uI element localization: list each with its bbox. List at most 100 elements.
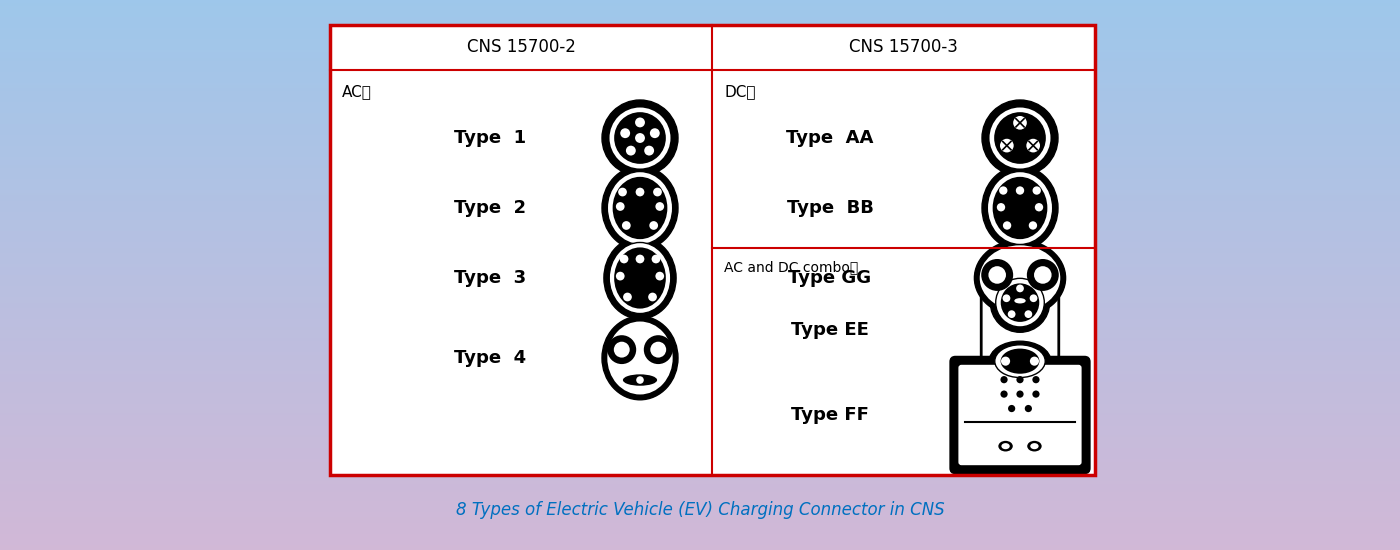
FancyBboxPatch shape: [959, 365, 1082, 465]
Bar: [0, 314, 1400, 316]
Bar: [0, 330, 1400, 333]
Circle shape: [1032, 390, 1040, 398]
Bar: [0, 338, 1400, 341]
Bar: [0, 118, 1400, 121]
Bar: [0, 39, 1400, 41]
Bar: [0, 270, 1400, 272]
Circle shape: [648, 293, 657, 301]
Ellipse shape: [1007, 295, 1033, 306]
Bar: [0, 278, 1400, 280]
Bar: [0, 190, 1400, 192]
Ellipse shape: [602, 316, 678, 400]
Circle shape: [644, 146, 654, 156]
Bar: [0, 333, 1400, 336]
Circle shape: [1026, 139, 1040, 152]
Bar: [0, 33, 1400, 36]
Circle shape: [613, 342, 630, 358]
Ellipse shape: [613, 177, 668, 239]
Bar: [0, 520, 1400, 522]
Bar: [0, 470, 1400, 473]
Circle shape: [1025, 405, 1032, 412]
Text: Type  BB: Type BB: [787, 199, 874, 217]
Circle shape: [636, 255, 644, 263]
Bar: [0, 440, 1400, 443]
Bar: [0, 437, 1400, 440]
Text: Type  1: Type 1: [454, 129, 526, 147]
Circle shape: [650, 128, 659, 138]
Bar: [0, 113, 1400, 116]
Circle shape: [620, 128, 630, 138]
Bar: [0, 72, 1400, 74]
Bar: [0, 429, 1400, 432]
Circle shape: [644, 335, 672, 364]
Bar: [0, 192, 1400, 195]
Bar: [0, 140, 1400, 143]
Bar: [0, 160, 1400, 162]
Circle shape: [1001, 390, 1008, 398]
Bar: [0, 195, 1400, 198]
Text: Type EE: Type EE: [791, 321, 869, 339]
Ellipse shape: [1030, 443, 1039, 449]
Bar: [0, 41, 1400, 44]
Bar: [0, 539, 1400, 542]
Bar: [0, 506, 1400, 509]
Text: CNS 15700-2: CNS 15700-2: [466, 39, 575, 57]
Ellipse shape: [609, 243, 671, 314]
Ellipse shape: [987, 172, 1053, 245]
Circle shape: [988, 266, 1007, 284]
Bar: [0, 451, 1400, 454]
Bar: [0, 16, 1400, 19]
Bar: [0, 253, 1400, 256]
Circle shape: [622, 221, 630, 230]
Bar: [0, 44, 1400, 47]
Bar: [0, 415, 1400, 418]
Bar: [0, 223, 1400, 226]
Bar: [0, 454, 1400, 456]
Ellipse shape: [981, 166, 1058, 250]
Bar: [0, 99, 1400, 102]
Text: AC and DC combo：: AC and DC combo：: [724, 260, 858, 274]
Bar: [0, 206, 1400, 209]
Bar: [0, 492, 1400, 495]
Bar: [0, 121, 1400, 124]
Bar: [0, 385, 1400, 388]
Circle shape: [654, 188, 662, 196]
Bar: [0, 421, 1400, 424]
Circle shape: [1029, 294, 1037, 302]
Bar: [0, 412, 1400, 415]
Bar: [0, 371, 1400, 374]
Circle shape: [990, 273, 1050, 332]
Bar: [0, 184, 1400, 187]
Circle shape: [981, 259, 1014, 291]
Bar: [0, 368, 1400, 371]
Bar: [0, 264, 1400, 267]
Bar: [0, 85, 1400, 88]
Circle shape: [650, 221, 658, 230]
Bar: [0, 168, 1400, 170]
Bar: [0, 355, 1400, 358]
Text: Type FF: Type FF: [791, 406, 869, 424]
Bar: [0, 446, 1400, 448]
Bar: [0, 525, 1400, 528]
Bar: [0, 165, 1400, 168]
Bar: [0, 396, 1400, 399]
Bar: [0, 30, 1400, 33]
Bar: [0, 522, 1400, 525]
Bar: [0, 36, 1400, 38]
Circle shape: [626, 146, 636, 156]
Bar: [0, 336, 1400, 338]
Bar: [0, 170, 1400, 173]
Bar: [0, 327, 1400, 330]
Bar: [0, 424, 1400, 426]
Bar: [0, 250, 1400, 253]
Circle shape: [609, 107, 672, 169]
Circle shape: [1025, 310, 1032, 318]
Bar: [0, 63, 1400, 66]
Bar: [0, 179, 1400, 182]
Circle shape: [655, 272, 664, 280]
Bar: [0, 404, 1400, 407]
Bar: [0, 283, 1400, 286]
Bar: [0, 388, 1400, 390]
Bar: [0, 352, 1400, 355]
Bar: [0, 60, 1400, 63]
